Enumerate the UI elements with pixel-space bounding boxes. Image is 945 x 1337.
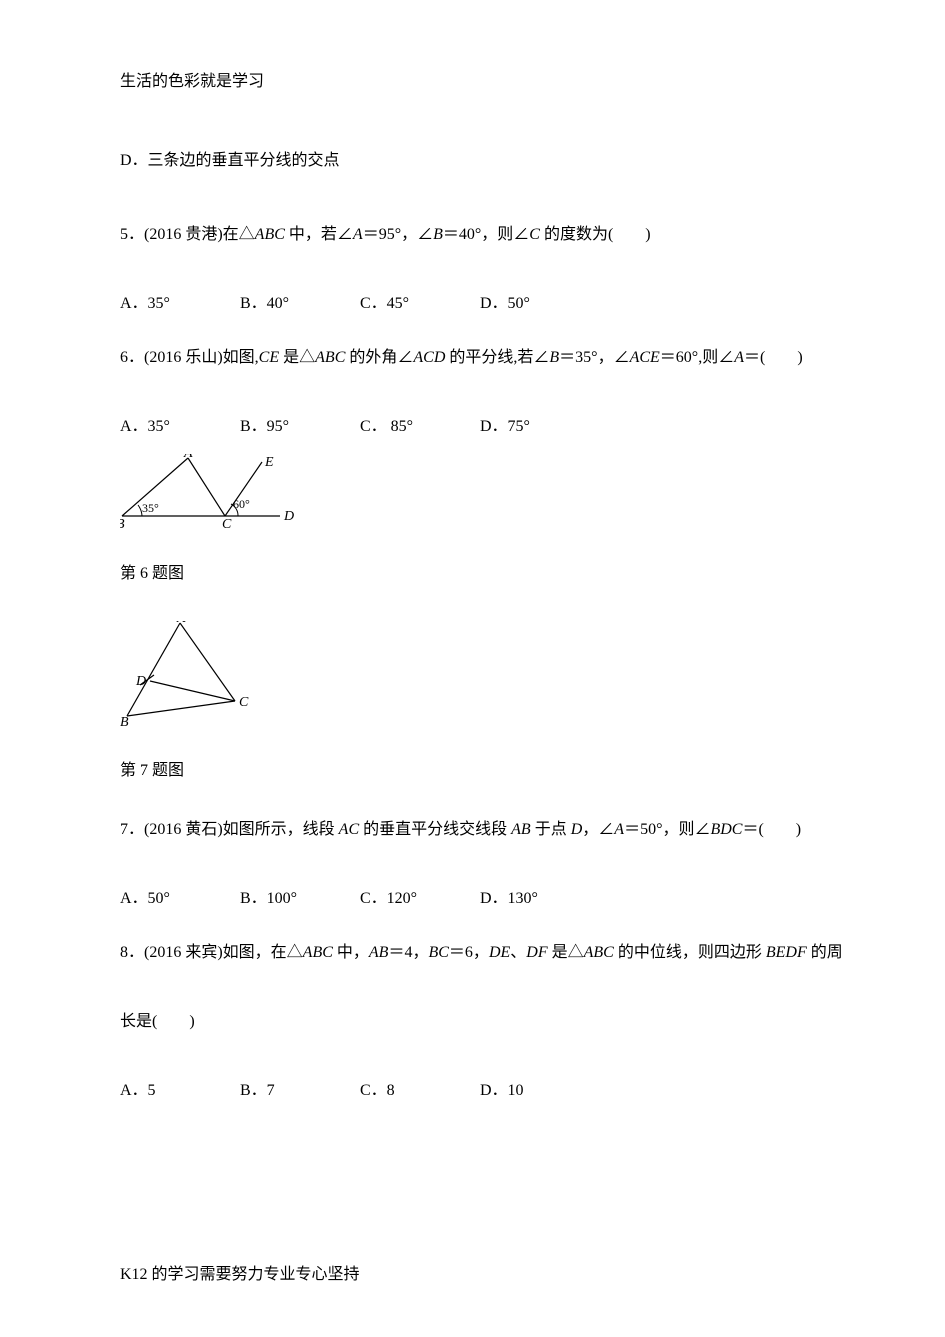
txt: 、 bbox=[510, 944, 526, 961]
figure-6-svg: A B C D E 35° 60° bbox=[120, 454, 295, 534]
txt: ，∠ bbox=[582, 821, 614, 838]
question-6: 6．(2016 乐山)如图,CE 是△ABC 的外角∠ACD 的平分线,若∠B＝… bbox=[120, 346, 855, 370]
question-8-line2: 长是( ) bbox=[120, 1010, 855, 1034]
txt: 是△ bbox=[279, 349, 315, 366]
var: BC bbox=[428, 944, 448, 961]
var: AC bbox=[339, 821, 359, 838]
var: BDC bbox=[710, 821, 742, 838]
txt: 8．(2016 来宾)如图，在△ bbox=[120, 944, 303, 961]
var: A bbox=[353, 226, 363, 243]
q6-opt-d[interactable]: D．75° bbox=[480, 415, 600, 439]
q6-opt-c[interactable]: C． 85° bbox=[360, 415, 480, 439]
svg-text:35°: 35° bbox=[142, 501, 159, 515]
var: D bbox=[571, 821, 583, 838]
q5-opt-d[interactable]: D．50° bbox=[480, 292, 600, 316]
q5-text: 5．(2016 贵港)在△ bbox=[120, 226, 255, 243]
figure-7-svg: A B C D bbox=[120, 621, 255, 731]
figure-6-caption: 第 6 题图 bbox=[120, 562, 855, 586]
var: B bbox=[433, 226, 443, 243]
svg-text:E: E bbox=[264, 455, 274, 470]
svg-text:D: D bbox=[283, 509, 294, 524]
option-d-line: D．三条边的垂直平分线的交点 bbox=[120, 149, 855, 173]
txt: ＝( ) bbox=[744, 349, 803, 366]
txt: 的平分线,若∠ bbox=[445, 349, 549, 366]
txt: ＝4， bbox=[388, 944, 428, 961]
txt: 的度数为( ) bbox=[540, 226, 651, 243]
var: DE bbox=[489, 944, 510, 961]
page-footer: K12 的学习需要努力专业专心坚持 bbox=[120, 1263, 360, 1287]
var: BEDF bbox=[766, 944, 807, 961]
txt: 6．(2016 乐山)如图, bbox=[120, 349, 259, 366]
txt: ＝6， bbox=[449, 944, 489, 961]
q8-options: A．5 B．7 C．8 D．10 bbox=[120, 1079, 855, 1103]
txt: 7．(2016 黄石)如图所示，线段 bbox=[120, 821, 339, 838]
q8-opt-d[interactable]: D．10 bbox=[480, 1079, 600, 1103]
var: ABC bbox=[255, 226, 285, 243]
svg-text:B: B bbox=[120, 517, 125, 532]
var: CE bbox=[259, 349, 279, 366]
svg-text:A: A bbox=[183, 454, 193, 461]
svg-text:60°: 60° bbox=[233, 497, 250, 511]
svg-text:A: A bbox=[176, 621, 186, 626]
txt: 的垂直平分线交线段 bbox=[359, 821, 511, 838]
var: A bbox=[734, 349, 744, 366]
txt: 的外角∠ bbox=[345, 349, 413, 366]
q7-opt-b[interactable]: B．100° bbox=[240, 887, 360, 911]
txt: ＝40°，则∠ bbox=[443, 226, 529, 243]
svg-text:C: C bbox=[239, 695, 249, 710]
q6-opt-a[interactable]: A．35° bbox=[120, 415, 240, 439]
txt: ＝50°，则∠ bbox=[624, 821, 710, 838]
txt: 的周 bbox=[807, 944, 843, 961]
q5-opt-b[interactable]: B．40° bbox=[240, 292, 360, 316]
q5-options: A．35° B．40° C．45° D．50° bbox=[120, 292, 855, 316]
svg-text:D: D bbox=[135, 674, 146, 689]
txt: ＝35°，∠ bbox=[559, 349, 629, 366]
question-5: 5．(2016 贵港)在△ABC 中，若∠A＝95°，∠B＝40°，则∠C 的度… bbox=[120, 223, 855, 247]
q5-opt-c[interactable]: C．45° bbox=[360, 292, 480, 316]
txt: 于点 bbox=[531, 821, 571, 838]
txt: 中， bbox=[333, 944, 369, 961]
var: B bbox=[549, 349, 559, 366]
txt: ＝( ) bbox=[742, 821, 801, 838]
figure-7-caption: 第 7 题图 bbox=[120, 759, 855, 783]
svg-text:C: C bbox=[222, 517, 232, 532]
txt: ＝60°,则∠ bbox=[660, 349, 734, 366]
q5-opt-a[interactable]: A．35° bbox=[120, 292, 240, 316]
q6-options: A．35° B．95° C． 85° D．75° bbox=[120, 415, 855, 439]
var: A bbox=[614, 821, 624, 838]
var: DF bbox=[526, 944, 547, 961]
var: ABC bbox=[584, 944, 614, 961]
q8-opt-a[interactable]: A．5 bbox=[120, 1079, 240, 1103]
q7-opt-a[interactable]: A．50° bbox=[120, 887, 240, 911]
var: ACD bbox=[413, 349, 445, 366]
txt: 的中位线，则四边形 bbox=[614, 944, 766, 961]
var: ABC bbox=[303, 944, 333, 961]
q7-opt-c[interactable]: C．120° bbox=[360, 887, 480, 911]
var: AB bbox=[369, 944, 389, 961]
txt: 是△ bbox=[548, 944, 584, 961]
q8-opt-b[interactable]: B．7 bbox=[240, 1079, 360, 1103]
var: ABC bbox=[315, 349, 345, 366]
page: 生活的色彩就是学习 D．三条边的垂直平分线的交点 5．(2016 贵港)在△AB… bbox=[0, 0, 945, 1337]
var: AB bbox=[511, 821, 531, 838]
q7-options: A．50° B．100° C．120° D．130° bbox=[120, 887, 855, 911]
q7-opt-d[interactable]: D．130° bbox=[480, 887, 600, 911]
figure-7: A B C D bbox=[120, 621, 855, 739]
question-7: 7．(2016 黄石)如图所示，线段 AC 的垂直平分线交线段 AB 于点 D，… bbox=[120, 818, 855, 842]
q8-opt-c[interactable]: C．8 bbox=[360, 1079, 480, 1103]
var: C bbox=[529, 226, 540, 243]
q6-opt-b[interactable]: B．95° bbox=[240, 415, 360, 439]
question-8-line1: 8．(2016 来宾)如图，在△ABC 中，AB＝4，BC＝6，DE、DF 是△… bbox=[120, 941, 855, 965]
page-header: 生活的色彩就是学习 bbox=[120, 70, 855, 94]
var: ACE bbox=[630, 349, 660, 366]
figure-6: A B C D E 35° 60° bbox=[120, 454, 855, 542]
txt: 中，若∠ bbox=[285, 226, 353, 243]
svg-text:B: B bbox=[120, 715, 129, 730]
txt: ＝95°，∠ bbox=[363, 226, 433, 243]
